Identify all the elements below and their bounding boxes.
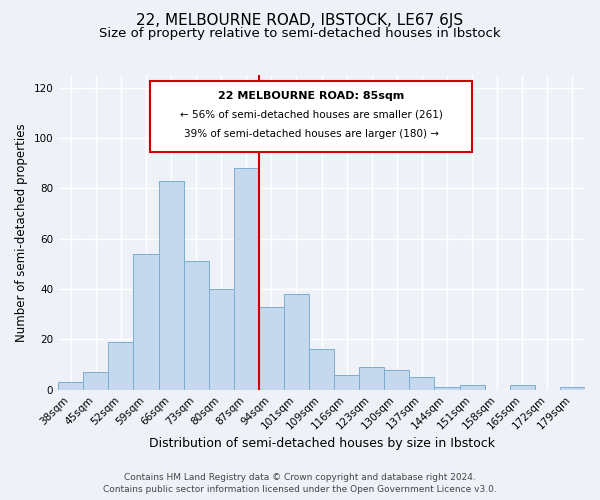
Bar [184,262,209,390]
Bar [510,384,535,390]
Bar [234,168,259,390]
Text: Contains HM Land Registry data © Crown copyright and database right 2024.
Contai: Contains HM Land Registry data © Crown c… [103,472,497,494]
FancyBboxPatch shape [151,82,472,152]
Bar [334,374,359,390]
Y-axis label: Number of semi-detached properties: Number of semi-detached properties [15,123,28,342]
Text: Size of property relative to semi-detached houses in Ibstock: Size of property relative to semi-detach… [99,28,501,40]
Bar [560,387,585,390]
Bar [83,372,109,390]
Bar [284,294,309,390]
Bar [58,382,83,390]
Text: ← 56% of semi-detached houses are smaller (261): ← 56% of semi-detached houses are smalle… [179,110,442,120]
Bar [309,350,334,390]
Bar [133,254,158,390]
Text: 22 MELBOURNE ROAD: 85sqm: 22 MELBOURNE ROAD: 85sqm [218,90,404,101]
X-axis label: Distribution of semi-detached houses by size in Ibstock: Distribution of semi-detached houses by … [149,437,494,450]
Bar [385,370,409,390]
Text: 39% of semi-detached houses are larger (180) →: 39% of semi-detached houses are larger (… [184,128,439,138]
Bar [158,180,184,390]
Bar [209,289,234,390]
Text: 22, MELBOURNE ROAD, IBSTOCK, LE67 6JS: 22, MELBOURNE ROAD, IBSTOCK, LE67 6JS [136,12,464,28]
Bar [109,342,133,390]
Bar [259,306,284,390]
Bar [359,367,385,390]
Bar [409,377,434,390]
Bar [434,387,460,390]
Bar [460,384,485,390]
